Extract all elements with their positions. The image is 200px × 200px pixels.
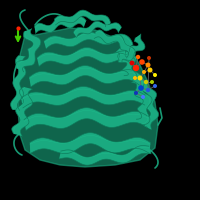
Circle shape [153,73,157,77]
Polygon shape [59,146,151,165]
Polygon shape [12,87,33,136]
Polygon shape [140,80,159,130]
Circle shape [142,70,146,74]
Circle shape [147,56,151,60]
Polygon shape [115,47,137,80]
Polygon shape [37,47,137,66]
Circle shape [133,65,139,71]
Circle shape [153,84,157,88]
Circle shape [150,80,154,84]
Circle shape [133,76,137,80]
Polygon shape [29,66,141,87]
Circle shape [139,59,145,65]
Polygon shape [18,28,158,167]
Polygon shape [24,108,148,130]
Circle shape [148,68,153,72]
Circle shape [146,62,151,68]
Circle shape [144,80,148,84]
Polygon shape [44,32,133,50]
Circle shape [136,55,140,59]
Circle shape [130,60,134,66]
Polygon shape [54,10,110,27]
Polygon shape [94,30,135,58]
Polygon shape [16,29,41,72]
Circle shape [138,85,144,91]
Polygon shape [73,21,121,38]
Circle shape [134,91,138,95]
Polygon shape [30,133,150,154]
Polygon shape [11,56,26,110]
Polygon shape [118,34,145,63]
Polygon shape [131,77,152,125]
Polygon shape [21,87,145,108]
Circle shape [138,75,142,80]
Circle shape [141,95,145,99]
Circle shape [146,88,150,92]
Polygon shape [34,17,86,33]
